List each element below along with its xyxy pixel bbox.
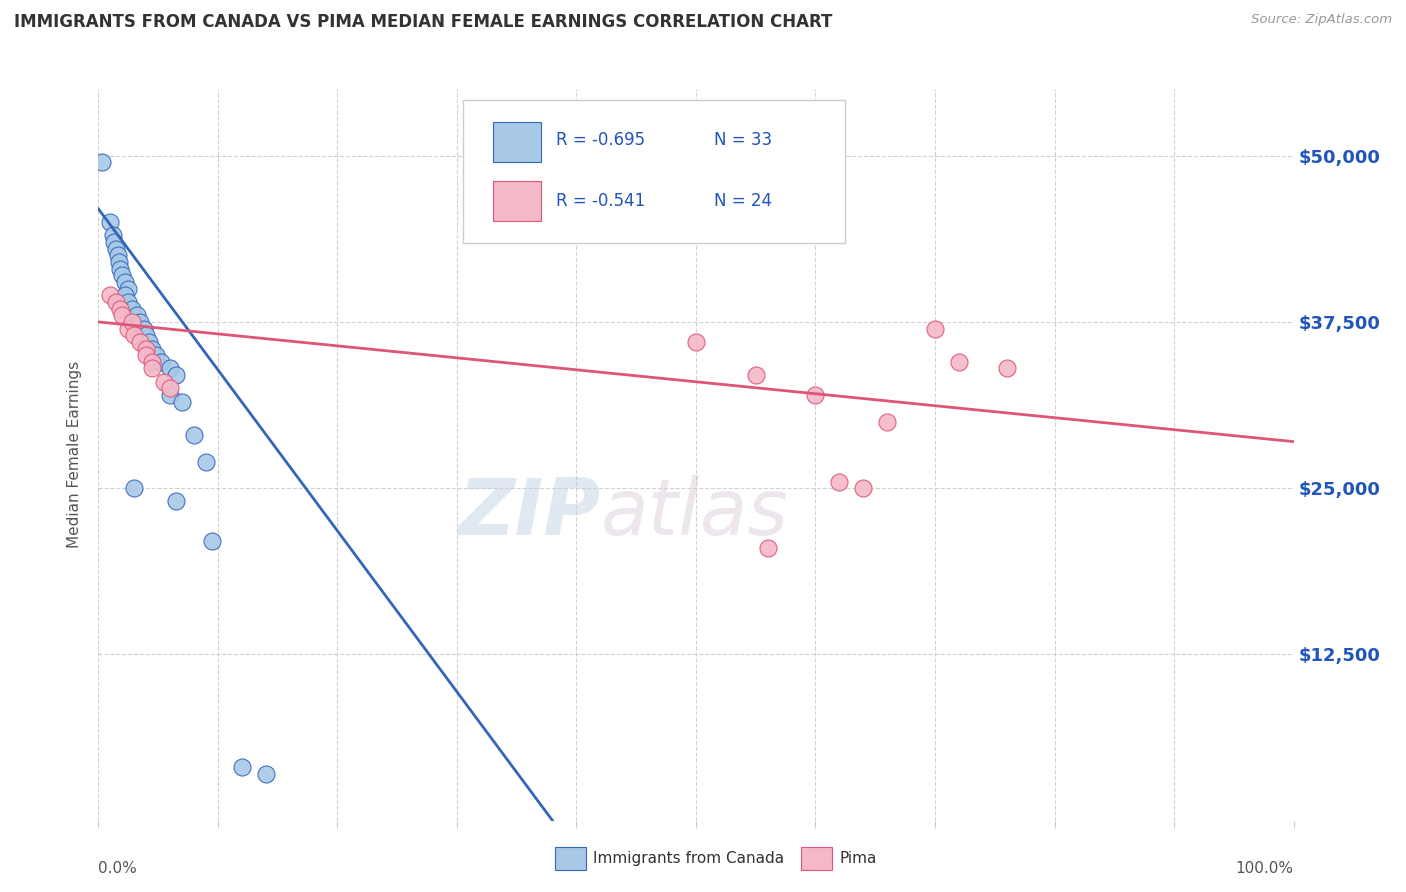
Point — [103, 235, 125, 249]
Point — [141, 361, 163, 376]
Point — [111, 268, 134, 283]
Point — [138, 334, 160, 349]
Point — [948, 355, 970, 369]
Point — [745, 368, 768, 383]
Point — [201, 534, 224, 549]
Point — [132, 321, 155, 335]
Text: Immigrants from Canada: Immigrants from Canada — [593, 852, 785, 866]
Point — [111, 308, 134, 322]
Point — [129, 334, 152, 349]
Text: 0.0%: 0.0% — [98, 861, 138, 876]
Point — [135, 342, 157, 356]
FancyBboxPatch shape — [494, 180, 540, 221]
Point — [194, 454, 218, 468]
Point — [124, 481, 146, 495]
Point — [121, 301, 143, 316]
Point — [107, 248, 129, 262]
Point — [924, 321, 946, 335]
Point — [114, 275, 136, 289]
Point — [135, 348, 157, 362]
Text: N = 24: N = 24 — [714, 192, 772, 211]
Point — [159, 361, 181, 376]
Point — [105, 242, 128, 256]
FancyBboxPatch shape — [494, 122, 540, 162]
Text: Source: ZipAtlas.com: Source: ZipAtlas.com — [1251, 13, 1392, 27]
Point — [876, 415, 898, 429]
Point — [135, 328, 157, 343]
Point — [254, 767, 277, 781]
Point — [172, 394, 194, 409]
Point — [159, 388, 181, 402]
Point — [117, 282, 139, 296]
Point — [756, 541, 779, 555]
Point — [165, 494, 187, 508]
Point — [107, 255, 129, 269]
Text: Pima: Pima — [839, 852, 877, 866]
Text: IMMIGRANTS FROM CANADA VS PIMA MEDIAN FEMALE EARNINGS CORRELATION CHART: IMMIGRANTS FROM CANADA VS PIMA MEDIAN FE… — [14, 13, 832, 31]
Point — [125, 308, 148, 322]
Point — [101, 228, 124, 243]
Point — [105, 295, 128, 310]
Point — [685, 334, 707, 349]
Point — [124, 328, 146, 343]
Point — [114, 288, 136, 302]
Point — [159, 381, 181, 395]
Point — [852, 481, 875, 495]
Point — [98, 215, 122, 229]
Point — [117, 321, 139, 335]
Point — [98, 288, 122, 302]
Point — [141, 355, 163, 369]
Point — [183, 428, 205, 442]
Point — [149, 355, 172, 369]
Point — [141, 342, 163, 356]
Point — [804, 388, 827, 402]
Point — [145, 348, 167, 362]
Text: R = -0.541: R = -0.541 — [557, 192, 645, 211]
Y-axis label: Median Female Earnings: Median Female Earnings — [67, 361, 83, 549]
Point — [91, 155, 114, 169]
FancyBboxPatch shape — [463, 100, 845, 243]
Point — [231, 760, 253, 774]
Point — [165, 368, 187, 383]
Point — [108, 301, 131, 316]
Point — [121, 315, 143, 329]
Text: ZIP: ZIP — [458, 475, 600, 551]
Text: 100.0%: 100.0% — [1236, 861, 1294, 876]
Point — [153, 375, 176, 389]
Point — [995, 361, 1018, 376]
Text: R = -0.695: R = -0.695 — [557, 131, 645, 149]
Point — [129, 315, 152, 329]
Point — [117, 295, 139, 310]
Text: atlas: atlas — [600, 475, 789, 551]
Text: N = 33: N = 33 — [714, 131, 772, 149]
Point — [108, 261, 131, 276]
Point — [828, 475, 851, 489]
